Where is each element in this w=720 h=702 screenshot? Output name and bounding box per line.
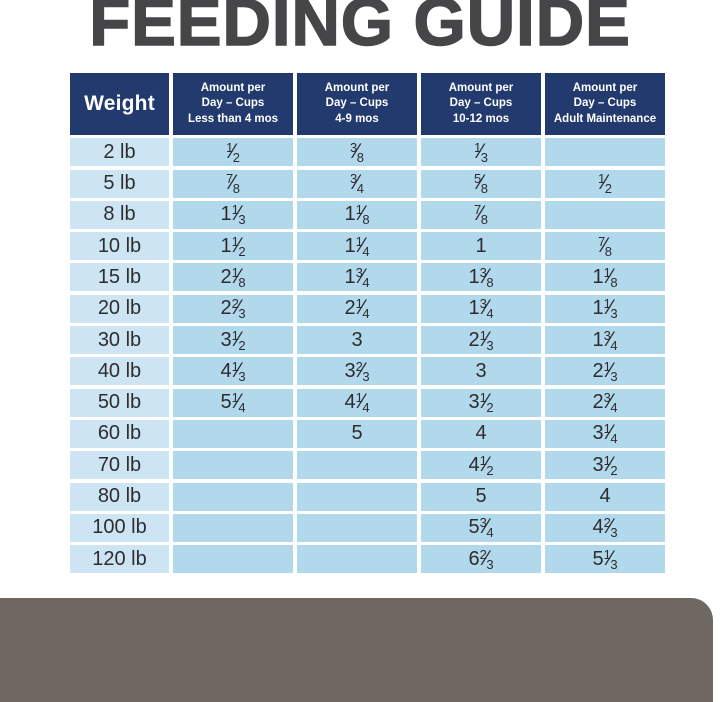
amount-cell: 1 3⁄8 [421, 263, 541, 292]
amount-cell [173, 419, 293, 448]
amount-cell: 1 3⁄4 [297, 263, 417, 292]
amount-cell [173, 545, 293, 574]
amount-cell [545, 138, 665, 167]
amount-cell: 3 1⁄4 [545, 419, 665, 448]
amount-cell: 3 [297, 326, 417, 355]
amount-cell: 1⁄3 [421, 138, 541, 167]
weight-cell: 15 lb [70, 263, 169, 292]
amount-cell: 7⁄8 [545, 232, 665, 261]
amount-cell: 5 3⁄4 [421, 513, 541, 542]
amount-cell: 5 [297, 419, 417, 448]
amount-cell: 2 2⁄3 [173, 294, 293, 323]
amount-cell: 4 [421, 419, 541, 448]
weight-cell: 100 lb [70, 513, 169, 542]
weight-cell: 30 lb [70, 326, 169, 355]
amount-cell: 2 1⁄4 [297, 294, 417, 323]
amount-cell: 3 1⁄2 [545, 451, 665, 480]
amount-cell: 1 3⁄4 [545, 326, 665, 355]
amount-cell [297, 545, 417, 574]
amount-cell [297, 513, 417, 542]
amount-cell [173, 513, 293, 542]
amount-cell: 1 1⁄4 [297, 232, 417, 261]
amount-cell: 7⁄8 [421, 200, 541, 229]
amount-cell: 4 2⁄3 [545, 513, 665, 542]
amount-cell [545, 200, 665, 229]
amount-cell: 2 3⁄4 [545, 388, 665, 417]
page-title: FEEDING GUIDE [88, 0, 631, 60]
amount-cell: 5 [421, 482, 541, 511]
amount-cell: 6 2⁄3 [421, 545, 541, 574]
header-weight: Weight [70, 73, 169, 135]
amount-cell: 5 1⁄4 [173, 388, 293, 417]
header-less-than-4-mos: Amount per Day – Cups Less than 4 mos [173, 73, 293, 135]
weight-cell: 10 lb [70, 232, 169, 261]
amount-cell: 1⁄2 [173, 138, 293, 167]
amount-cell: 7⁄8 [173, 169, 293, 198]
header-adult-maintenance: Amount per Day – Cups Adult Maintenance [545, 73, 665, 135]
amount-cell [297, 451, 417, 480]
header-4-9-mos: Amount per Day – Cups 4-9 mos [297, 73, 417, 135]
amount-cell: 1 1⁄8 [545, 263, 665, 292]
amount-cell: 3 [421, 357, 541, 386]
weight-cell: 50 lb [70, 388, 169, 417]
weight-cell: 5 lb [70, 169, 169, 198]
weight-cell: 80 lb [70, 482, 169, 511]
amount-cell [297, 482, 417, 511]
amount-cell: 3 1⁄2 [421, 388, 541, 417]
amount-cell: 4 1⁄4 [297, 388, 417, 417]
amount-cell: 5 1⁄3 [545, 545, 665, 574]
amount-cell: 2 1⁄3 [421, 326, 541, 355]
weight-cell: 40 lb [70, 357, 169, 386]
amount-cell: 3 1⁄2 [173, 326, 293, 355]
header-10-12-mos: Amount per Day – Cups 10-12 mos [421, 73, 541, 135]
amount-cell: 1 1⁄8 [297, 200, 417, 229]
amount-cell: 5⁄8 [421, 169, 541, 198]
amount-cell: 4 1⁄3 [173, 357, 293, 386]
amount-cell: 1 1⁄3 [545, 294, 665, 323]
amount-cell: 1 [421, 232, 541, 261]
amount-cell: 3 2⁄3 [297, 357, 417, 386]
weight-cell: 60 lb [70, 419, 169, 448]
amount-cell: 3⁄8 [297, 138, 417, 167]
weight-cell: 20 lb [70, 294, 169, 323]
amount-cell: 4 1⁄2 [421, 451, 541, 480]
amount-cell: 3⁄4 [297, 169, 417, 198]
weight-cell: 120 lb [70, 545, 169, 574]
amount-cell: 1 1⁄2 [173, 232, 293, 261]
amount-cell: 1⁄2 [545, 169, 665, 198]
amount-cell: 1 1⁄3 [173, 200, 293, 229]
weight-cell: 70 lb [70, 451, 169, 480]
amount-cell: 4 [545, 482, 665, 511]
feeding-table: Weight Amount per Day – Cups Less than 4… [70, 73, 665, 574]
package-band [0, 598, 713, 702]
amount-cell: 2 1⁄8 [173, 263, 293, 292]
amount-cell: 2 1⁄3 [545, 357, 665, 386]
weight-cell: 2 lb [70, 138, 169, 167]
amount-cell [173, 451, 293, 480]
amount-cell: 1 3⁄4 [421, 294, 541, 323]
weight-cell: 8 lb [70, 200, 169, 229]
amount-cell [173, 482, 293, 511]
